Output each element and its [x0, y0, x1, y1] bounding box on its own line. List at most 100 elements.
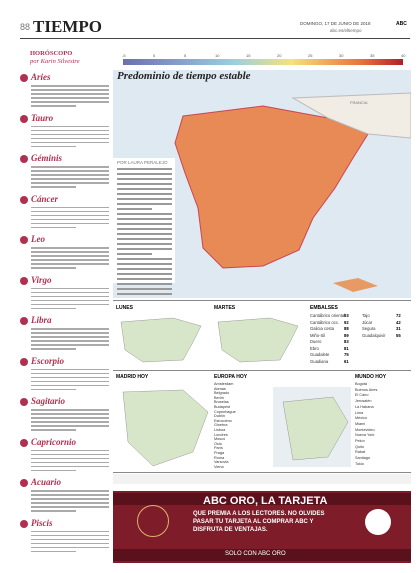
city: Moscú	[214, 437, 226, 442]
reservoir-name: Cantábrico oriental	[310, 313, 346, 318]
city: Berlín	[214, 395, 224, 400]
text-line	[31, 178, 109, 180]
text-line	[117, 223, 172, 225]
text-line	[31, 255, 109, 257]
text-line	[117, 213, 172, 215]
text-line	[117, 288, 172, 290]
text-line	[117, 203, 172, 205]
rule	[113, 370, 411, 371]
sign-icon	[20, 74, 28, 82]
sign-icon	[20, 276, 28, 285]
text-line	[117, 248, 172, 250]
text-line	[117, 268, 172, 270]
text-line	[117, 253, 152, 255]
city: Roma	[214, 455, 225, 460]
page-number: 88	[20, 22, 31, 32]
reservoir-value: 31	[396, 326, 401, 331]
reservoir-name: Galicia costa	[310, 326, 334, 331]
text-line	[117, 258, 172, 260]
ad-footer: SOLO CON ABC ORO	[225, 551, 286, 557]
text-line	[31, 170, 109, 172]
panel-title: EUROPA HOY	[214, 374, 248, 380]
text-line	[31, 93, 109, 95]
city: Jerusalén	[355, 399, 372, 404]
text-line	[31, 186, 76, 188]
panel-title: MUNDO HOY	[355, 374, 387, 380]
text-line	[31, 101, 109, 103]
ad-logo	[365, 509, 391, 535]
ad-text: PASAR TU TARJETA AL COMPRAR ABC Y	[193, 519, 314, 525]
scale-label: 40	[401, 53, 406, 58]
reservoir-name: Júcar	[362, 319, 373, 325]
text-line	[117, 278, 172, 280]
sign-icon	[20, 519, 28, 528]
city: Budapest	[214, 405, 231, 409]
scale-label: 35	[370, 53, 375, 58]
forecast-maps	[120, 317, 299, 363]
text-line	[117, 228, 172, 230]
city: Rabat	[355, 450, 366, 455]
rule	[113, 300, 411, 301]
reservoir-value: 61	[344, 358, 349, 364]
icon-legend	[113, 474, 411, 484]
sign-name: Libra	[31, 315, 52, 325]
city: Viena	[214, 464, 224, 469]
brand: ABC	[396, 21, 407, 27]
text-line	[117, 293, 172, 295]
ad-band	[113, 493, 411, 505]
sign-name: Sagitario	[31, 396, 66, 406]
reservoir-value: 72	[396, 313, 401, 318]
text-line	[31, 530, 109, 532]
text-line	[31, 182, 109, 184]
scale-label: 30	[339, 53, 344, 58]
scale-label: -5	[122, 53, 126, 58]
country: FRANCIA	[350, 100, 368, 105]
text-line	[31, 469, 76, 471]
text-line	[31, 125, 109, 127]
city: Amsterdam	[214, 382, 234, 386]
text-line	[31, 133, 109, 135]
text-line	[31, 336, 109, 338]
reservoir-value: 89	[344, 332, 349, 338]
text-line	[31, 344, 109, 346]
text-line	[31, 538, 109, 540]
text-line	[31, 307, 76, 309]
ad-logo	[137, 505, 169, 537]
horoscope-title: HORÓSCOPO	[30, 50, 73, 57]
text-line	[31, 429, 76, 431]
text-line	[31, 376, 109, 378]
city: Londres	[214, 432, 228, 437]
text-line	[31, 263, 109, 265]
city: Lima	[355, 410, 364, 415]
text-line	[31, 380, 109, 382]
text-line	[31, 409, 109, 411]
text-line	[31, 295, 109, 297]
city: Tokio	[355, 461, 364, 466]
reservoir-name: Guadalquivir	[362, 332, 386, 338]
text-line	[117, 218, 172, 220]
city: Praga	[214, 451, 225, 455]
text-line	[31, 226, 76, 228]
sign-name: Aries	[31, 72, 51, 82]
ad: ABC ORO, LA TARJETA QUE PREMIA A LOS LEC…	[113, 491, 411, 563]
text-line	[31, 210, 109, 212]
text-line	[31, 461, 109, 463]
text-line	[31, 206, 109, 208]
text-line	[31, 449, 109, 451]
text-line	[31, 453, 109, 455]
text-line	[31, 465, 109, 467]
text-line	[31, 247, 109, 249]
text-line	[31, 174, 109, 176]
city: Copenhague	[214, 409, 236, 414]
text-line	[31, 421, 109, 423]
panel-title: MADRID HOY	[116, 374, 149, 380]
byline: POR LAURA PERALEJO	[117, 160, 168, 165]
sign-name: Géminis	[31, 153, 63, 163]
sign-icon	[20, 357, 28, 366]
reservoir-value: 42	[396, 319, 401, 325]
scale-label: 0	[153, 53, 156, 58]
scale-label: 10	[215, 53, 220, 58]
city: Estocolmo	[214, 418, 232, 423]
sign-name: Virgo	[31, 274, 52, 285]
